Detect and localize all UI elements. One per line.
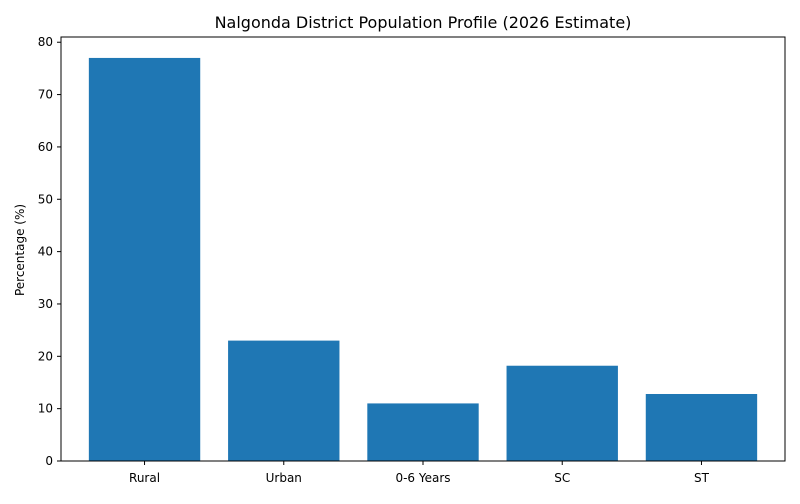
y-tick-label: 70 bbox=[38, 88, 53, 102]
bar-0-6-years bbox=[367, 403, 479, 461]
x-tick-label: 0-6 Years bbox=[395, 471, 450, 485]
x-tick-label: Urban bbox=[266, 471, 302, 485]
y-tick-label: 40 bbox=[38, 245, 53, 259]
y-tick-label: 50 bbox=[38, 192, 53, 206]
y-tick-label: 10 bbox=[38, 402, 53, 416]
x-axis: Rural Urban 0-6 Years SC ST bbox=[129, 461, 710, 485]
x-tick-label: SC bbox=[554, 471, 570, 485]
y-axis: 0 10 20 30 40 50 60 70 80 bbox=[38, 35, 61, 468]
bar-rural bbox=[88, 57, 201, 462]
bar-urban bbox=[228, 340, 340, 461]
y-tick-label: 60 bbox=[38, 140, 53, 154]
y-axis-label: Percentage (%) bbox=[13, 204, 27, 296]
chart-title: Nalgonda District Population Profile (20… bbox=[215, 13, 632, 32]
bar-st bbox=[645, 393, 758, 461]
plot-frame bbox=[60, 36, 786, 462]
x-tick-label: Rural bbox=[129, 471, 160, 485]
y-tick-label: 0 bbox=[45, 454, 53, 468]
bars-layer bbox=[88, 57, 758, 462]
bar-sc bbox=[506, 365, 618, 461]
y-tick-label: 20 bbox=[38, 349, 53, 363]
y-tick-label: 80 bbox=[38, 35, 53, 49]
y-tick-label: 30 bbox=[38, 297, 53, 311]
x-tick-label: ST bbox=[694, 471, 710, 485]
